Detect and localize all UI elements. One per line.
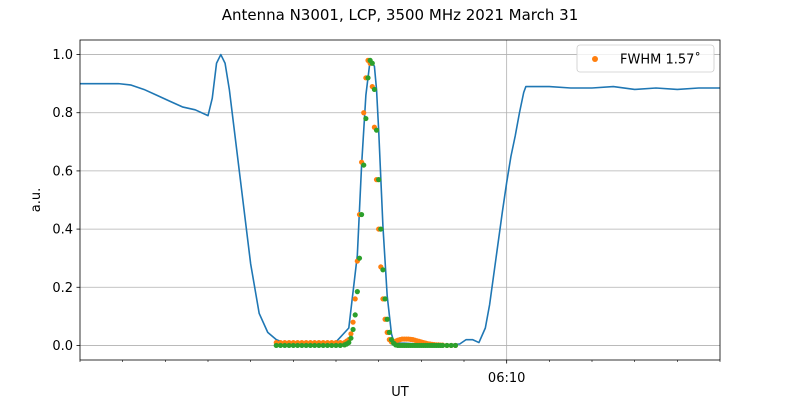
series-2-point bbox=[273, 342, 279, 349]
series-1-point bbox=[361, 110, 367, 116]
series-2-point bbox=[369, 60, 375, 66]
series-2-point bbox=[324, 342, 331, 349]
y-tick-label: 1.0 bbox=[52, 48, 73, 63]
series-2-point bbox=[365, 75, 371, 81]
y-tick-label: 0.2 bbox=[52, 281, 73, 296]
plot-area bbox=[80, 53, 720, 349]
series-2-point bbox=[359, 211, 365, 218]
series-2-point bbox=[363, 115, 369, 122]
series-2-point bbox=[452, 342, 459, 349]
legend: FWHM 1.57˚ bbox=[576, 44, 715, 73]
series-2-point bbox=[295, 342, 301, 349]
series-2-point bbox=[329, 342, 335, 349]
series-2-point bbox=[440, 342, 446, 349]
series-group bbox=[80, 53, 720, 349]
series-2-point bbox=[378, 226, 384, 232]
series-1-point bbox=[348, 331, 354, 337]
y-tick-label: 0.0 bbox=[52, 339, 73, 354]
series-2-point bbox=[312, 342, 318, 349]
series-2-point bbox=[356, 255, 363, 261]
y-axis: 0.0 0.2 0.4 0.6 0.8 1.0 bbox=[52, 48, 80, 354]
x-axis-label: UT bbox=[391, 385, 409, 400]
series-2-point bbox=[333, 342, 339, 349]
chart-title: Antenna N3001, LCP, 3500 MHz 2021 March … bbox=[222, 6, 579, 24]
series-2-point bbox=[286, 342, 292, 349]
legend-label: FWHM 1.57˚ bbox=[620, 52, 701, 68]
series-2-point bbox=[361, 162, 367, 168]
y-tick-label: 0.6 bbox=[52, 164, 73, 179]
y-tick-label: 0.8 bbox=[52, 106, 73, 121]
series-2-point bbox=[444, 342, 450, 349]
series-2-point bbox=[352, 312, 358, 318]
series-2-point bbox=[277, 342, 284, 349]
series-2-point bbox=[384, 316, 390, 322]
series-2-point bbox=[448, 342, 454, 349]
series-2-point bbox=[373, 127, 380, 133]
series-2-point bbox=[316, 342, 322, 349]
series-2-point bbox=[354, 289, 360, 295]
series-1-point bbox=[352, 296, 358, 302]
legend-marker bbox=[592, 56, 598, 62]
series-2-point bbox=[350, 326, 356, 333]
series-1-point bbox=[350, 319, 356, 325]
series-2-point bbox=[380, 267, 386, 273]
series-2-point bbox=[290, 342, 296, 349]
series-2-point bbox=[303, 342, 309, 349]
series-2-point bbox=[348, 335, 354, 341]
y-axis-label: a.u. bbox=[29, 188, 44, 212]
legend-box bbox=[576, 44, 715, 73]
series-2-point bbox=[320, 342, 326, 349]
series-2-point bbox=[376, 177, 382, 183]
series-2-point bbox=[382, 296, 388, 302]
series-2-point bbox=[371, 86, 377, 93]
x-axis: 06:10 bbox=[79, 360, 721, 386]
x-tick-label: 06:10 bbox=[488, 371, 525, 386]
y-tick-label: 0.4 bbox=[52, 223, 73, 238]
series-2-point bbox=[299, 342, 305, 349]
series-2-point bbox=[307, 342, 313, 349]
series-2-point bbox=[346, 339, 352, 346]
series-2-point bbox=[337, 342, 343, 349]
series-2-point bbox=[386, 329, 392, 335]
series-2-point bbox=[282, 342, 288, 349]
axes-frame bbox=[79, 39, 721, 361]
